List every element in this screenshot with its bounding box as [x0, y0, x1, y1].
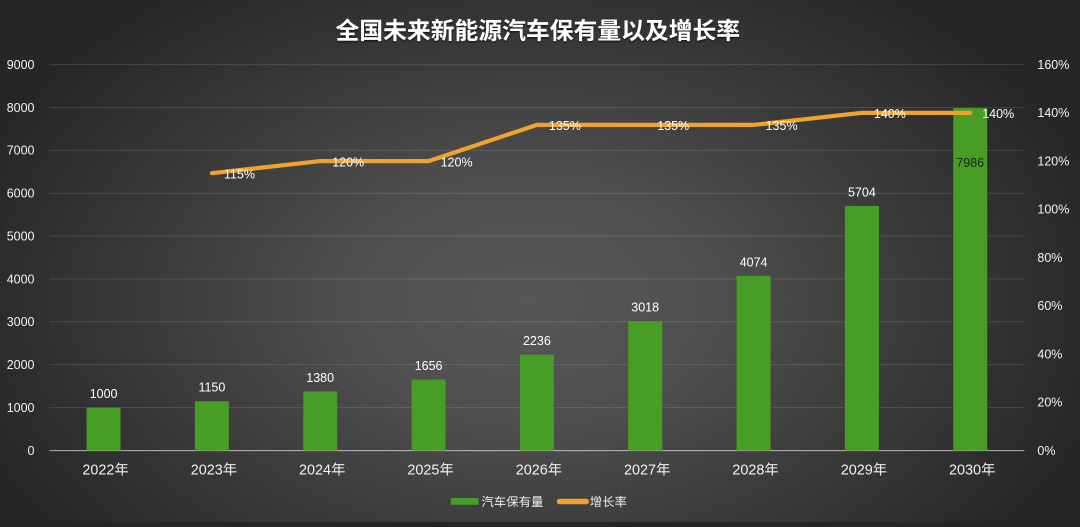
svg-text:2025: 2025	[407, 463, 439, 479]
svg-text:0: 0	[28, 444, 35, 458]
svg-text:40%: 40%	[1037, 347, 1062, 361]
svg-text:2028: 2028	[732, 463, 764, 479]
svg-text:120%: 120%	[441, 155, 473, 169]
svg-text:135%: 135%	[657, 119, 689, 133]
svg-text:2027: 2027	[624, 463, 656, 479]
svg-text:1656: 1656	[415, 359, 443, 373]
svg-text:20%: 20%	[1037, 396, 1062, 410]
svg-text:160%: 160%	[1037, 58, 1069, 72]
svg-text:1150: 1150	[198, 381, 225, 395]
svg-text:2022: 2022	[82, 463, 114, 479]
svg-text:135%: 135%	[766, 119, 798, 133]
svg-text:2000: 2000	[7, 358, 35, 372]
svg-text:7986: 7986	[956, 156, 984, 170]
svg-text:2023: 2023	[191, 463, 223, 479]
svg-text:100%: 100%	[1037, 203, 1069, 217]
svg-text:3000: 3000	[7, 315, 35, 329]
svg-text:8000: 8000	[7, 101, 35, 115]
svg-text:80%: 80%	[1037, 251, 1062, 265]
svg-text:5704: 5704	[848, 185, 876, 199]
svg-text:5000: 5000	[7, 229, 35, 243]
svg-text:0%: 0%	[1037, 444, 1055, 458]
svg-text:7000: 7000	[7, 144, 35, 158]
svg-text:1000: 1000	[7, 401, 35, 415]
svg-text:9000: 9000	[7, 58, 35, 72]
svg-text:2026: 2026	[516, 463, 548, 479]
svg-text:2236: 2236	[523, 334, 551, 348]
svg-text:120%: 120%	[332, 155, 364, 169]
svg-text:140%: 140%	[874, 107, 906, 121]
svg-text:6000: 6000	[7, 187, 35, 201]
svg-text:135%: 135%	[549, 119, 581, 133]
svg-text:60%: 60%	[1037, 299, 1062, 313]
svg-text:140%: 140%	[982, 107, 1014, 121]
svg-text:115%: 115%	[224, 167, 255, 181]
svg-text:120%: 120%	[1037, 154, 1069, 168]
svg-text:2030: 2030	[949, 463, 981, 479]
svg-text:3018: 3018	[631, 301, 659, 315]
svg-text:140%: 140%	[1037, 106, 1069, 120]
svg-text:4074: 4074	[740, 255, 768, 269]
svg-text:1380: 1380	[306, 371, 334, 385]
svg-text:2024: 2024	[299, 463, 331, 479]
svg-text:2029: 2029	[841, 463, 873, 479]
svg-text:4000: 4000	[7, 272, 35, 286]
svg-text:1000: 1000	[90, 387, 118, 401]
